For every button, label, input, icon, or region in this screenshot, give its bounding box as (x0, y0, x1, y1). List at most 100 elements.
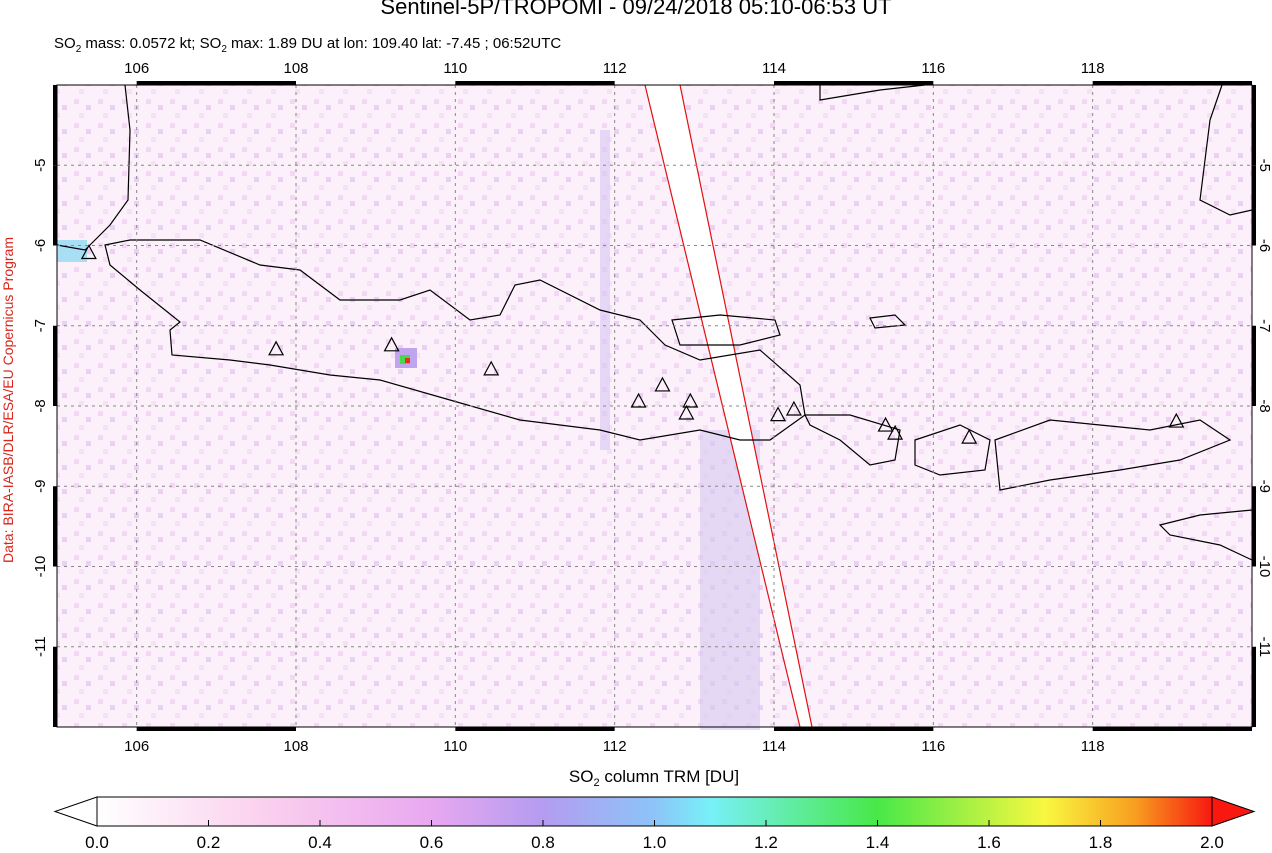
lat-tick-label: -9 (1256, 480, 1272, 493)
coastline (104, 239, 806, 441)
lat-tick-label: -10 (1256, 556, 1272, 578)
volcano (483, 360, 500, 376)
frame-segment (136, 81, 296, 85)
volcano (80, 244, 97, 260)
lon-tick-label: 110 (443, 60, 467, 77)
lon-tick-label: 112 (603, 60, 627, 77)
frame-segment (455, 81, 615, 85)
coastline (914, 424, 991, 476)
frame-segment (53, 486, 57, 567)
frame-segment (53, 85, 57, 166)
frame-segment (1252, 325, 1256, 406)
credit: Data: BIRA-IASB/DLR/ESA/EU Copernicus Pr… (0, 237, 16, 563)
frame-segment (53, 646, 57, 727)
frame-segment (455, 727, 615, 731)
lon-tick-label: 110 (443, 738, 467, 755)
colorbar-tick-label: 1.4 (866, 833, 890, 852)
colorbar-tick-label: 0.6 (420, 833, 444, 852)
volcano (1168, 412, 1185, 428)
coastline (56, 84, 131, 251)
frame-segment (1252, 85, 1256, 166)
colorbar-label: SO2 column TRM [DU] (569, 767, 739, 789)
colorbar-tick-label: 0.0 (85, 833, 109, 852)
frame-segment (53, 325, 57, 406)
lat-tick-label: -7 (1256, 319, 1272, 332)
lon-tick-label: 108 (283, 738, 308, 755)
frame-segment (774, 727, 934, 731)
lon-tick-label: 108 (283, 60, 308, 77)
volcano (877, 416, 894, 432)
lat-tick-label: -8 (1256, 399, 1272, 412)
colorbar-tick-label: 2.0 (1200, 833, 1224, 852)
volcano (678, 404, 695, 420)
lat-tick-label: -8 (32, 399, 49, 412)
colorbar-tick-label: 1.6 (977, 833, 1001, 852)
frame-segment (774, 81, 934, 85)
volcano (769, 406, 786, 422)
subtitle: SO2 mass: 0.0572 kt; SO2 max: 1.89 DU at… (54, 35, 561, 55)
volcano (268, 340, 285, 356)
volcano (682, 392, 699, 408)
frame-segment (1252, 486, 1256, 567)
lon-tick-label: 106 (124, 60, 149, 77)
coastline (1199, 84, 1253, 216)
lon-tick-label: 118 (1081, 60, 1105, 77)
volcano (785, 400, 802, 416)
lat-tick-label: -5 (32, 159, 49, 172)
subtitle-part: max: 1.89 DU at lon: 109.40 lat: -7.45 ;… (227, 35, 562, 52)
colorbar-tick-label: 0.2 (197, 833, 221, 852)
swath-gap (645, 85, 812, 727)
colorbar-tick-label: 1.8 (1089, 833, 1113, 852)
lat-tick-label: -6 (1256, 239, 1272, 252)
coastline (869, 314, 907, 329)
colorbar-under (53, 796, 98, 827)
coastline (1158, 509, 1253, 561)
colorbar-tick-label: 1.0 (643, 833, 667, 852)
so2-patch (405, 358, 410, 363)
volcano (654, 376, 671, 392)
lon-tick-label: 112 (603, 738, 627, 755)
subtitle-part: 2 (221, 44, 227, 55)
volcano (961, 428, 978, 444)
coastline (804, 414, 901, 466)
lon-tick-label: 116 (921, 60, 945, 77)
frame-segment (1092, 727, 1252, 731)
lon-tick-label: 116 (921, 738, 945, 755)
coastline (994, 419, 1232, 491)
coastline (671, 314, 781, 346)
lat-tick-label: -9 (32, 480, 49, 493)
colorbar-over (1211, 796, 1256, 827)
lat-tick-label: -5 (1256, 159, 1272, 172)
lat-tick-label: -11 (32, 636, 49, 657)
label-part: column TRM [DU] (600, 767, 740, 786)
volcano (887, 424, 904, 440)
swath-texture (600, 130, 610, 450)
volcano (383, 336, 400, 352)
subtitle-part: SO (54, 35, 76, 52)
frame-segment (1252, 165, 1256, 246)
label-part: SO (569, 767, 594, 786)
lon-tick-label: 114 (762, 738, 786, 755)
title: Sentinel-5P/TROPOMI - 09/24/2018 05:10-0… (380, 0, 891, 19)
label-part: 2 (593, 777, 599, 789)
frame-segment (1092, 81, 1252, 85)
colorbar-tick-label: 1.2 (754, 833, 778, 852)
lat-tick-label: -7 (32, 319, 49, 332)
lat-tick-label: -6 (32, 239, 49, 252)
lat-tick-label: -10 (32, 556, 49, 578)
volcano (630, 392, 647, 408)
frame-segment (136, 727, 296, 731)
lon-tick-label: 118 (1081, 738, 1105, 755)
lat-tick-label: -11 (1256, 636, 1272, 657)
subtitle-part: 2 (76, 44, 82, 55)
map (56, 84, 1253, 730)
colorbar-tick-label: 0.8 (531, 833, 555, 852)
frame-segment (1252, 646, 1256, 727)
frame-segment (53, 165, 57, 246)
subtitle-part: mass: 0.0572 kt; SO (81, 35, 221, 52)
lon-tick-label: 114 (762, 60, 786, 77)
coastline (819, 84, 926, 101)
lon-tick-label: 106 (124, 738, 149, 755)
colorbar-tick-label: 0.4 (308, 833, 332, 852)
